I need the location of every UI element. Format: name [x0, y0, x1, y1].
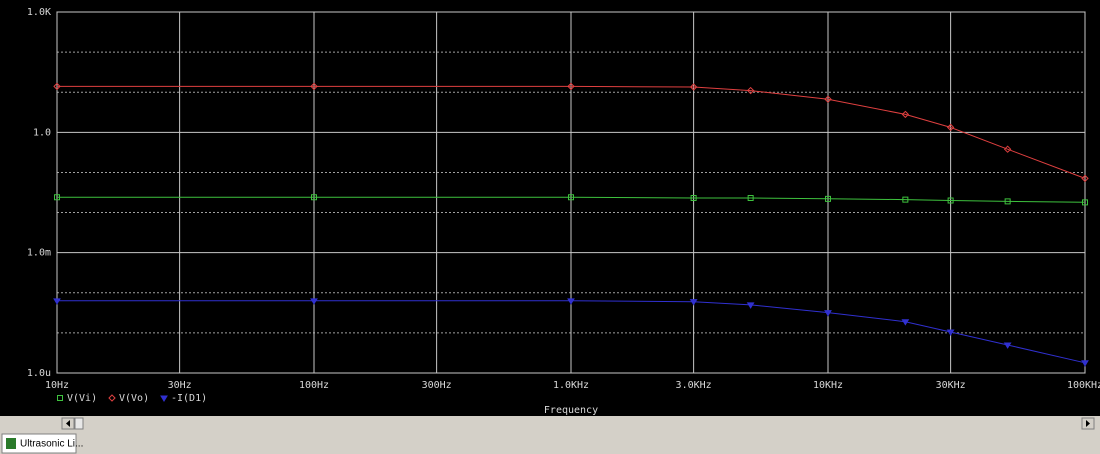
- tab-label: Ultrasonic Li...: [20, 439, 83, 450]
- series-line: [57, 196, 1086, 203]
- data-point: [311, 194, 317, 201]
- legend-marker: [108, 394, 116, 402]
- legend-label: V(Vi): [67, 393, 97, 404]
- data-point: [946, 123, 955, 132]
- x-tick-label: 100Hz: [299, 380, 329, 391]
- data-point: [1081, 174, 1089, 183]
- tab[interactable]: [1, 433, 77, 454]
- arrow-icon: [1086, 420, 1090, 427]
- x-tick-label: 30Hz: [168, 380, 192, 391]
- scrollbar[interactable]: [0, 416, 1100, 431]
- data-point: [1003, 145, 1012, 153]
- x-axis-label: Frequency: [544, 405, 598, 416]
- y-tick-label: 1.0K: [27, 7, 51, 18]
- x-tick-label: 300Hz: [422, 380, 452, 391]
- data-point: [1081, 360, 1089, 367]
- data-point: [746, 86, 755, 95]
- data-point: [689, 83, 698, 91]
- x-tick-label: 100KHz: [1067, 380, 1100, 391]
- data-point: [1082, 199, 1088, 206]
- data-point: [310, 82, 318, 91]
- x-tick-label: 30KHz: [936, 380, 966, 391]
- x-tick-label: 10Hz: [45, 380, 69, 391]
- legend-label: -I(D1): [171, 393, 207, 404]
- data-point: [747, 195, 754, 202]
- x-tick-label: 10KHz: [813, 380, 843, 391]
- data-point: [746, 302, 755, 309]
- legend-marker: [57, 395, 63, 401]
- data-point: [310, 298, 318, 305]
- legend-label: V(Vo): [119, 393, 149, 404]
- series-line: [57, 300, 1086, 364]
- data-point: [568, 194, 574, 201]
- legend-marker: [160, 395, 168, 402]
- data-point: [901, 110, 910, 119]
- series-line: [57, 85, 1086, 179]
- data-point: [947, 197, 954, 204]
- x-tick-label: 3.0KHz: [676, 380, 712, 391]
- tab-icon: [6, 438, 16, 449]
- data-point: [1003, 342, 1012, 349]
- data-point: [689, 299, 698, 306]
- data-point: [1004, 198, 1011, 205]
- data-point: [825, 195, 831, 202]
- data-point: [824, 310, 832, 317]
- data-point: [567, 298, 575, 305]
- y-tick-label: 1.0m: [27, 248, 51, 259]
- y-tick-label: 1.0: [33, 127, 51, 138]
- data-point: [53, 298, 61, 305]
- arrow-icon: [66, 420, 70, 427]
- data-point: [690, 195, 697, 202]
- data-point: [53, 82, 61, 91]
- data-point: [901, 319, 910, 326]
- data-point: [824, 95, 832, 103]
- data-point: [902, 196, 909, 203]
- y-tick-label: 1.0u: [27, 368, 51, 379]
- data-point: [54, 194, 60, 201]
- scroll-thumb[interactable]: [74, 417, 84, 430]
- data-point: [946, 329, 955, 337]
- x-tick-label: 1.0KHz: [553, 380, 589, 391]
- plot-background: [0, 0, 1100, 416]
- data-point: [567, 82, 575, 91]
